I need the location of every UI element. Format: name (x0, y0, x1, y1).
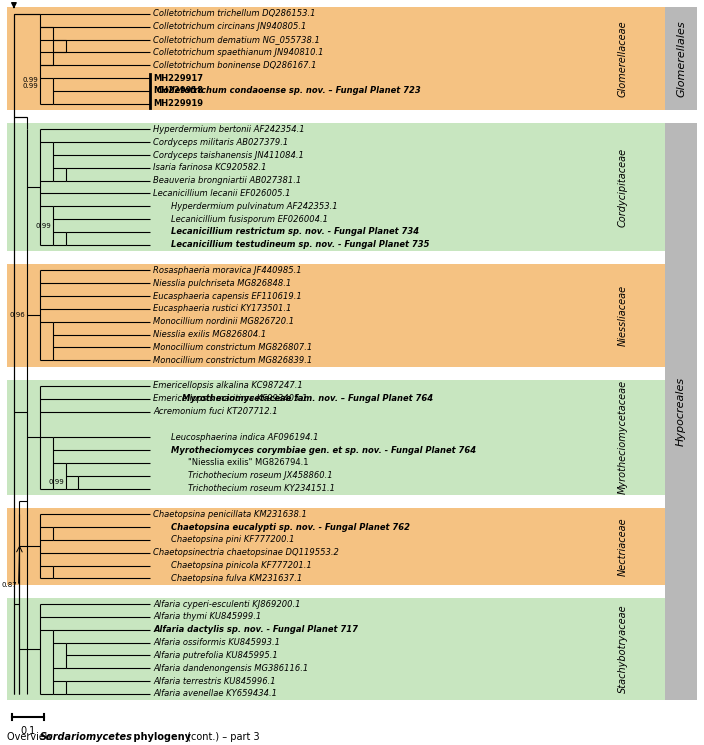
Text: Myrotheciomycetaceae: Myrotheciomycetaceae (618, 380, 628, 495)
Text: Nectriaceae: Nectriaceae (618, 517, 628, 576)
Text: Lecanicillium restrictum sp. nov. - Fungal Planet 734: Lecanicillium restrictum sp. nov. - Fung… (170, 227, 419, 236)
Text: Trichothecium roseum KY234151.1: Trichothecium roseum KY234151.1 (188, 484, 335, 493)
Text: Isaria farinosa KC920582.1: Isaria farinosa KC920582.1 (153, 163, 267, 172)
Text: Hypocreales: Hypocreales (676, 377, 686, 446)
Text: 0.96: 0.96 (10, 312, 25, 318)
Text: Cordyceps militaris AB027379.1: Cordyceps militaris AB027379.1 (153, 138, 289, 147)
Text: Alfaria terrestris KU845996.1: Alfaria terrestris KU845996.1 (153, 676, 276, 685)
Bar (7, 123, 581, 251)
Text: Hyperdermium bertonii AF242354.1: Hyperdermium bertonii AF242354.1 (153, 125, 305, 134)
Text: MH229918: MH229918 (153, 86, 203, 95)
Bar (7, 264, 581, 367)
Bar (581, 508, 665, 585)
Text: 0.1: 0.1 (20, 726, 36, 735)
Text: Sordariomycetes: Sordariomycetes (40, 732, 133, 742)
Text: Rosasphaeria moravica JF440985.1: Rosasphaeria moravica JF440985.1 (153, 266, 302, 275)
Text: Glomerellales: Glomerellales (676, 20, 686, 97)
Text: Emericellopsis alkalina KC987247.1: Emericellopsis alkalina KC987247.1 (153, 381, 303, 390)
Text: Alfaria cyperi-esculenti KJ869200.1: Alfaria cyperi-esculenti KJ869200.1 (153, 600, 301, 609)
Text: Alfaria dactylis sp. nov. - Fungal Planet 717: Alfaria dactylis sp. nov. - Fungal Plane… (153, 625, 358, 634)
Text: MH229917: MH229917 (153, 74, 203, 83)
Text: Myrotheciomycetaceae fam. nov. – Fungal Planet 764: Myrotheciomycetaceae fam. nov. – Fungal … (182, 394, 433, 403)
Text: Alfaria ossiformis KU845993.1: Alfaria ossiformis KU845993.1 (153, 638, 280, 647)
Text: 0.87: 0.87 (1, 582, 17, 588)
Text: Chaetopsina eucalypti sp. nov. - Fungal Planet 762: Chaetopsina eucalypti sp. nov. - Fungal … (170, 522, 410, 532)
Text: 0.99: 0.99 (48, 479, 64, 485)
Text: Beauveria brongniartii AB027381.1: Beauveria brongniartii AB027381.1 (153, 176, 301, 186)
Text: Myrotheciomyces corymbiae gen. et sp. nov. - Fungal Planet 764: Myrotheciomyces corymbiae gen. et sp. no… (170, 446, 476, 454)
Text: Overview: Overview (7, 732, 56, 742)
Text: Monocillium nordinii MG826720.1: Monocillium nordinii MG826720.1 (153, 317, 294, 326)
Text: Colletotrichum dematium NG_055738.1: Colletotrichum dematium NG_055738.1 (153, 35, 320, 44)
Text: Emericellopsis maritima KF993405.1: Emericellopsis maritima KF993405.1 (153, 394, 308, 403)
Text: Alfaria thymi KU845999.1: Alfaria thymi KU845999.1 (153, 612, 262, 621)
Text: 0.99: 0.99 (35, 223, 51, 229)
Text: Niessliaceae: Niessliaceae (618, 285, 628, 346)
Text: Alfaria avenellae KY659434.1: Alfaria avenellae KY659434.1 (153, 689, 277, 698)
Text: 0.99: 0.99 (23, 77, 39, 83)
Text: Chaetopsina pinicola KF777201.1: Chaetopsina pinicola KF777201.1 (170, 561, 311, 570)
Bar (581, 7, 665, 110)
Text: Chaetopsinectria chaetopsinae DQ119553.2: Chaetopsinectria chaetopsinae DQ119553.2 (153, 548, 339, 557)
Bar (581, 597, 665, 700)
Text: Niesslia exilis MG826804.1: Niesslia exilis MG826804.1 (153, 330, 267, 339)
Text: (cont.) – part 3: (cont.) – part 3 (184, 732, 259, 742)
Text: Colletotrichum circinans JN940805.1: Colletotrichum circinans JN940805.1 (153, 22, 307, 31)
Text: Eucasphaeria rustici KY173501.1: Eucasphaeria rustici KY173501.1 (153, 305, 291, 314)
Text: Acremonium fuci KT207712.1: Acremonium fuci KT207712.1 (153, 407, 278, 416)
Text: Trichothecium roseum JX458860.1: Trichothecium roseum JX458860.1 (188, 472, 332, 481)
Text: phylogeny: phylogeny (130, 732, 191, 742)
Text: Cordyceps taishanensis JN411084.1: Cordyceps taishanensis JN411084.1 (153, 150, 304, 159)
Text: Hyperdermium pulvinatum AF242353.1: Hyperdermium pulvinatum AF242353.1 (170, 202, 337, 211)
Text: Colletotrichum boninense DQ286167.1: Colletotrichum boninense DQ286167.1 (153, 60, 317, 70)
Text: Colletotrichum condaoense sp. nov. – Fungal Planet 723: Colletotrichum condaoense sp. nov. – Fun… (158, 86, 421, 95)
Bar (7, 597, 581, 700)
Text: Eucasphaeria capensis EF110619.1: Eucasphaeria capensis EF110619.1 (153, 291, 302, 301)
Text: MH229919: MH229919 (153, 99, 203, 108)
Text: Glomerellaceae: Glomerellaceae (618, 20, 628, 97)
Text: Colletotrichum trichellum DQ286153.1: Colletotrichum trichellum DQ286153.1 (153, 10, 316, 19)
Text: Leucosphaerina indica AF096194.1: Leucosphaerina indica AF096194.1 (170, 433, 318, 442)
Bar (581, 379, 665, 495)
Text: Niesslia pulchriseta MG826848.1: Niesslia pulchriseta MG826848.1 (153, 279, 291, 288)
Bar (665, 123, 697, 700)
Text: Colletotrichum spaethianum JN940810.1: Colletotrichum spaethianum JN940810.1 (153, 48, 324, 57)
Text: Chaetopsina fulva KM231637.1: Chaetopsina fulva KM231637.1 (170, 574, 302, 583)
Text: Chaetopsina pini KF777200.1: Chaetopsina pini KF777200.1 (170, 536, 294, 545)
Bar (7, 379, 581, 495)
Bar (7, 508, 581, 585)
Text: Alfaria putrefolia KU845995.1: Alfaria putrefolia KU845995.1 (153, 651, 278, 660)
Bar (581, 264, 665, 367)
Text: Cordycipitaceae: Cordycipitaceae (618, 148, 628, 226)
Text: Lecanicillium lecanii EF026005.1: Lecanicillium lecanii EF026005.1 (153, 189, 291, 198)
Text: Stachybotryaceae: Stachybotryaceae (618, 605, 628, 694)
Text: Lecanicillium fusisporum EF026004.1: Lecanicillium fusisporum EF026004.1 (170, 215, 327, 223)
Text: Chaetopsina penicillata KM231638.1: Chaetopsina penicillata KM231638.1 (153, 510, 307, 519)
Text: Monocillium constrictum MG826807.1: Monocillium constrictum MG826807.1 (153, 343, 313, 352)
Text: "Niesslia exilis" MG826794.1: "Niesslia exilis" MG826794.1 (188, 458, 308, 467)
Bar (665, 7, 697, 110)
Text: 0.99: 0.99 (23, 83, 39, 89)
Text: Lecanicillium testudineum sp. nov. - Fungal Planet 735: Lecanicillium testudineum sp. nov. - Fun… (170, 241, 429, 250)
Bar (581, 123, 665, 251)
Bar (7, 7, 581, 110)
Text: Monocillium constrictum MG826839.1: Monocillium constrictum MG826839.1 (153, 356, 313, 365)
Text: Alfaria dandenongensis MG386116.1: Alfaria dandenongensis MG386116.1 (153, 664, 308, 673)
